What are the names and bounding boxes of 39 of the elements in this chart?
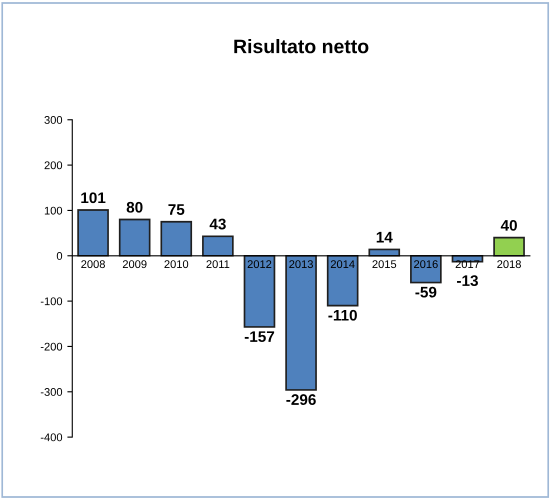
x-tick-label: 2010 (164, 260, 188, 268)
x-tick-label: 2012 (248, 260, 272, 268)
y-tick-label: 0 (56, 252, 62, 260)
chart-title: Risultato netto (234, 39, 368, 54)
bar (493, 236, 525, 257)
x-tick-label: 2018 (497, 260, 521, 268)
y-tick-label: -400 (40, 433, 62, 442)
bar (118, 218, 150, 257)
y-tick-label: -100 (40, 297, 62, 306)
x-tick-label: 2017 (456, 260, 480, 268)
y-tick-label: 200 (44, 161, 62, 170)
bar (326, 254, 358, 306)
data-label: -59 (415, 286, 436, 298)
bar (285, 254, 317, 391)
y-tick-label: -200 (40, 342, 62, 351)
x-tick-label: 2015 (372, 260, 396, 268)
x-tick-label: 2013 (289, 260, 313, 268)
data-label: 101 (81, 192, 106, 204)
x-tick-label: 2011 (206, 260, 230, 268)
data-label: 75 (168, 204, 184, 215)
bar (77, 209, 109, 257)
data-label: -110 (328, 310, 357, 321)
x-tick-label: 2016 (414, 260, 438, 268)
data-label: 43 (210, 218, 226, 230)
bar (202, 235, 234, 257)
data-label: 80 (126, 202, 143, 213)
data-label: -157 (244, 331, 274, 342)
data-label: -296 (286, 394, 316, 406)
x-tick-label: 2008 (81, 260, 105, 268)
y-tick-label: -300 (40, 388, 62, 396)
x-tick-label: 2009 (122, 260, 147, 268)
data-label: 14 (376, 232, 393, 242)
bar (160, 220, 192, 257)
data-label: 40 (500, 220, 517, 231)
y-tick-label: 300 (44, 116, 62, 124)
bar (244, 254, 276, 328)
x-tick-label: 2014 (330, 260, 355, 268)
data-label: -13 (457, 275, 478, 286)
y-tick-label: 100 (44, 206, 62, 215)
